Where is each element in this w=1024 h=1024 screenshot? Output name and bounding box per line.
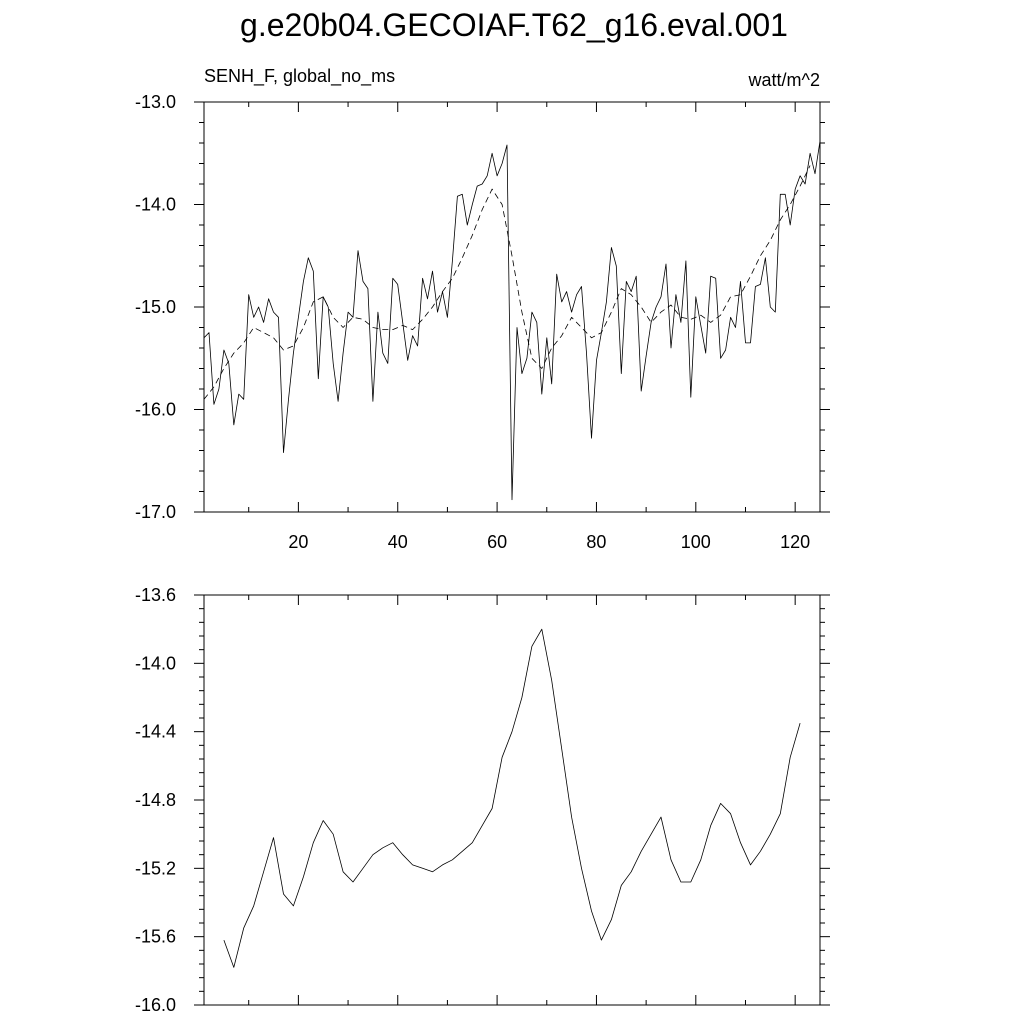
y-tick-label: -15.2 bbox=[135, 858, 176, 878]
variable-label: SENH_F, global_no_ms bbox=[204, 66, 395, 87]
y-tick-label: -14.8 bbox=[135, 790, 176, 810]
x-tick-label: 100 bbox=[681, 532, 711, 552]
figure-title: g.e20b04.GECOIAF.T62_g16.eval.001 bbox=[240, 7, 788, 43]
y-tick-label: -17.0 bbox=[135, 502, 176, 522]
y-tick-label: -15.0 bbox=[135, 297, 176, 317]
bottom-series bbox=[223, 628, 801, 968]
top-series bbox=[203, 140, 821, 501]
bottom-ticks: -16.0 -15.6 -15.2 -14.8 -14.4 -14.0 -13.6 bbox=[135, 585, 830, 1015]
y-tick-label: -16.0 bbox=[135, 400, 176, 420]
top-ticks: 20 40 60 80 100 120 -17.0 -16.0 -15.0 -14.0 -13.0 bbox=[135, 92, 830, 552]
series-line bbox=[203, 140, 821, 501]
series-line bbox=[223, 628, 801, 968]
y-tick-label: -13.0 bbox=[135, 92, 176, 112]
series-line-dashed bbox=[203, 165, 811, 400]
x-tick-label: 120 bbox=[780, 532, 810, 552]
units-label: watt/m^2 bbox=[748, 70, 820, 90]
x-tick-label: 60 bbox=[487, 532, 507, 552]
y-tick-label: -16.0 bbox=[135, 995, 176, 1015]
bottom-plot-frame bbox=[203, 594, 821, 1006]
y-tick-label: -15.6 bbox=[135, 927, 176, 947]
top-plot-frame bbox=[203, 101, 821, 513]
x-tick-label: 20 bbox=[288, 532, 308, 552]
x-tick-label: 80 bbox=[586, 532, 606, 552]
y-tick-label: -14.0 bbox=[135, 195, 176, 215]
y-tick-label: -13.6 bbox=[135, 585, 176, 605]
y-tick-label: -14.0 bbox=[135, 653, 176, 673]
y-tick-label: -14.4 bbox=[135, 722, 176, 742]
bottom-panel: -16.0 -15.6 -15.2 -14.8 -14.4 -14.0 -13.6 bbox=[135, 585, 830, 1015]
top-panel: SENH_F, global_no_ms watt/m^2 20 40 60 80 10… bbox=[135, 66, 830, 552]
x-tick-label: 40 bbox=[388, 532, 408, 552]
